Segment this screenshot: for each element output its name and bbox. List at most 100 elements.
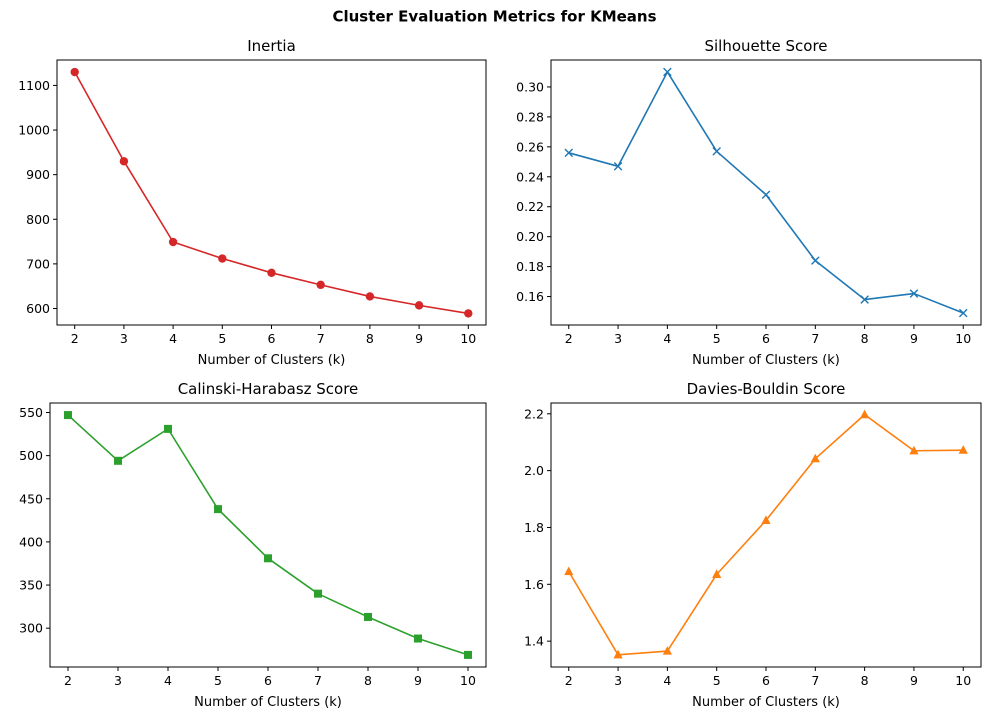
data-point (958, 445, 968, 454)
series-line (74, 71, 469, 315)
x-tick-label: 4 (663, 331, 671, 346)
x-tick-label: 5 (218, 331, 226, 346)
x-tick-label: 9 (910, 331, 918, 346)
y-tick-label: 1.6 (524, 577, 544, 592)
plot-frame (550, 59, 982, 326)
x-axis-label: Number of Clusters (k) (198, 353, 346, 368)
y-tick-label: 2.2 (524, 406, 544, 421)
figure-title: Cluster Evaluation Metrics for KMeans (332, 8, 656, 26)
x-axis-label: Number of Clusters (k) (692, 353, 840, 368)
y-tick-label: 350 (19, 578, 43, 593)
data-point (316, 280, 325, 290)
plot-frame (550, 402, 982, 668)
data-point (662, 646, 672, 655)
y-tick-label: 600 (26, 301, 50, 316)
x-tick-label: 3 (614, 673, 622, 688)
data-point (958, 308, 968, 318)
plot-frame (56, 59, 487, 326)
x-tick-label: 6 (264, 673, 272, 688)
data-point (264, 554, 272, 563)
data-point (761, 190, 771, 200)
x-tick-label: 5 (713, 673, 721, 688)
y-tick-label: 550 (19, 405, 43, 420)
x-tick-label: 7 (317, 331, 325, 346)
x-tick-label: 2 (565, 331, 573, 346)
y-tick-label: 0.22 (516, 199, 544, 214)
x-tick-label: 3 (614, 331, 622, 346)
chart-panel-4: Davies-Bouldin Score 2 3 4 5 6 7 8 9 10 1.4 1.6 1.8 2… (524, 380, 982, 710)
x-tick-label: 5 (713, 331, 721, 346)
y-tick-label: 1.4 (524, 634, 544, 649)
x-tick-label: 2 (565, 673, 573, 688)
data-point (860, 295, 869, 304)
series-line (568, 413, 964, 656)
x-tick-label: 10 (955, 673, 971, 688)
chart-panel-3: Calinski-Harabasz Score 2 3 4 5 6 7 8 9 10 300 350 4… (19, 380, 487, 710)
y-tick-label: 900 (26, 167, 50, 182)
y-tick-label: 0.28 (516, 109, 544, 124)
data-point (214, 505, 222, 514)
x-tick-label: 5 (214, 673, 222, 688)
y-tick-label: 0.18 (516, 259, 544, 274)
data-point (70, 67, 79, 77)
x-tick-label: 8 (861, 673, 869, 688)
y-tick-label: 0.26 (516, 139, 544, 154)
x-tick-label: 8 (861, 331, 869, 346)
x-tick-label: 7 (811, 331, 819, 346)
y-tick-label: 0.30 (516, 79, 544, 94)
data-point (663, 67, 672, 77)
x-tick-label: 6 (762, 331, 770, 346)
y-tick-label: 0.16 (516, 289, 544, 304)
x-tick-label: 2 (64, 673, 72, 688)
data-point (464, 650, 472, 659)
data-point (613, 649, 623, 659)
data-point (114, 456, 122, 465)
x-tick-label: 6 (268, 331, 276, 346)
chart-title: Inertia (247, 37, 296, 55)
x-tick-label: 4 (169, 331, 177, 346)
data-point (564, 566, 574, 576)
x-tick-label: 8 (364, 673, 372, 688)
chart-panel-2: Silhouette Score 2 3 4 5 6 7 8 9 10 0.16 0.18 0.20 0.… (516, 37, 982, 368)
x-axis-label: Number of Clusters (k) (692, 695, 840, 710)
data-point (464, 309, 473, 318)
x-tick-label: 7 (314, 673, 322, 688)
data-point (810, 453, 820, 463)
y-tick-label: 700 (26, 256, 50, 271)
x-tick-label: 9 (910, 673, 918, 688)
series-line (568, 71, 964, 314)
data-point (168, 237, 178, 247)
y-tick-label: 0.24 (516, 169, 544, 184)
y-tick-label: 1000 (18, 123, 50, 138)
x-tick-label: 9 (415, 331, 423, 346)
y-tick-label: 300 (19, 621, 43, 636)
y-tick-label: 1100 (18, 78, 50, 93)
x-tick-label: 10 (955, 331, 971, 346)
data-point (364, 612, 372, 621)
series-line (67, 414, 469, 656)
y-tick-label: 1.8 (524, 520, 544, 535)
y-tick-label: 500 (19, 448, 43, 463)
x-tick-label: 4 (164, 673, 172, 688)
data-point (712, 569, 722, 578)
x-tick-label: 8 (366, 331, 374, 346)
x-tick-label: 6 (762, 673, 770, 688)
data-point (564, 148, 574, 158)
data-point (613, 162, 623, 171)
chart-title: Davies-Bouldin Score (687, 380, 846, 398)
data-point (414, 301, 424, 310)
y-tick-label: 2.0 (524, 463, 544, 478)
data-point (860, 409, 870, 419)
data-point (811, 256, 820, 265)
x-tick-label: 2 (71, 331, 79, 346)
y-tick-label: 450 (19, 491, 43, 506)
x-tick-label: 10 (460, 673, 476, 688)
x-axis-label: Number of Clusters (k) (194, 695, 342, 710)
data-point (909, 289, 919, 298)
data-point (119, 157, 129, 166)
chart-title: Calinski-Harabasz Score (178, 380, 359, 398)
data-point (267, 268, 276, 278)
data-point (64, 411, 72, 420)
data-point (365, 292, 375, 301)
